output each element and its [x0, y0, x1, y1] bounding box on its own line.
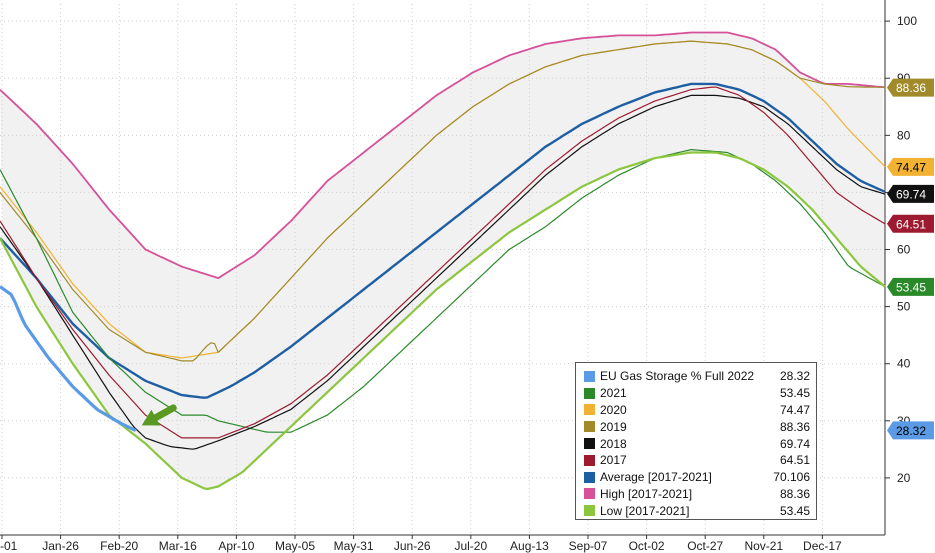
range-band: [0, 32, 885, 490]
x-tick-label: Oct-02: [629, 539, 665, 553]
value-badge: [887, 184, 934, 203]
x-tick-label: Jul-20: [454, 539, 487, 553]
value-badge: [887, 277, 934, 296]
series-line: [0, 82, 886, 399]
legend-swatch: [584, 505, 595, 517]
x-tick-label: Jun-26: [394, 539, 431, 553]
series-line: [0, 285, 137, 432]
x-tick-label: Nov-21: [744, 539, 783, 553]
x-tick-label: Dec-17: [803, 539, 842, 553]
chart-legend: EU Gas Storage % Full 2022 28.32 2021 53…: [575, 362, 817, 520]
x-tick-label: May-05: [275, 539, 315, 553]
legend-label: High [2017-2021]: [600, 486, 693, 501]
legend-value: 28.32: [779, 369, 810, 384]
value-badge: [887, 214, 934, 233]
value-badge-label: 28.32: [896, 424, 926, 438]
legend-value: 88.36: [779, 486, 810, 501]
annotation-arrow-head: [141, 409, 161, 426]
legend-swatch: [584, 488, 595, 500]
legend-label: 2019: [600, 419, 627, 434]
series-line: [0, 94, 886, 450]
legend-value: 53.45: [779, 386, 810, 401]
legend-item: EU Gas Storage % Full 2022 28.32: [584, 368, 810, 385]
legend-item: 2021 53.45: [584, 385, 810, 402]
legend-swatch: [584, 387, 595, 399]
legend-label: Average [2017-2021]: [600, 470, 712, 485]
legend-value: 70.106: [773, 470, 810, 485]
y-tick-label: 80: [897, 128, 911, 142]
legend-value: 64.51: [779, 453, 810, 468]
value-badge: [887, 157, 934, 176]
legend-label: 2018: [600, 436, 627, 451]
legend-label: EU Gas Storage % Full 2022: [600, 369, 755, 384]
legend-swatch: [584, 421, 595, 433]
legend-swatch: [584, 454, 595, 466]
x-tick-label: Sep-07: [569, 539, 608, 553]
x-tick-label: -01: [0, 539, 18, 553]
legend-value: 88.36: [779, 419, 810, 434]
legend-swatch: [584, 404, 595, 416]
y-tick-label: 40: [897, 357, 911, 371]
legend-item: 2020 74.47: [584, 402, 810, 419]
legend-value: 74.47: [779, 402, 810, 417]
legend-item: Average [2017-2021] 70.106: [584, 469, 810, 486]
x-tick-label: Feb-20: [100, 539, 138, 553]
legend-label: 2020: [600, 402, 627, 417]
value-badge-label: 53.45: [896, 280, 926, 294]
legend-item: 2017 64.51: [584, 452, 810, 469]
value-badge-label: 74.47: [896, 160, 926, 174]
x-tick-label: Apr-10: [218, 539, 254, 553]
x-tick-label: May-31: [334, 539, 374, 553]
legend-item: 2019 88.36: [584, 418, 810, 435]
value-badge: [887, 421, 934, 440]
legend-value: 69.74: [779, 436, 810, 451]
y-tick-label: 50: [897, 300, 911, 314]
y-tick-label: 20: [897, 471, 911, 485]
value-badge-label: 64.51: [896, 217, 926, 231]
y-tick-label: 100: [897, 14, 917, 28]
legend-swatch: [584, 471, 595, 483]
legend-item: Low [2017-2021] 53.45: [584, 502, 810, 519]
legend-item: 2018 69.74: [584, 435, 810, 452]
legend-label: Low [2017-2021]: [600, 503, 690, 518]
y-tick-label: 60: [897, 243, 911, 257]
legend-swatch: [584, 438, 595, 450]
series-line: [0, 31, 886, 279]
value-badge-label: 69.74: [896, 187, 926, 201]
series-line: [0, 40, 886, 362]
value-badge-label: 88.36: [896, 81, 926, 95]
legend-item: High [2017-2021] 88.36: [584, 486, 810, 503]
legend-label: 2021: [600, 386, 627, 401]
value-badge: [887, 78, 934, 97]
legend-label: 2017: [600, 453, 627, 468]
x-tick-label: Oct-27: [687, 539, 723, 553]
legend-swatch: [584, 370, 595, 382]
legend-value: 53.45: [779, 503, 810, 518]
x-tick-label: Jan-26: [42, 539, 79, 553]
x-tick-label: Mar-16: [159, 539, 197, 553]
series-line: [0, 151, 886, 491]
x-tick-label: Aug-13: [510, 539, 549, 553]
